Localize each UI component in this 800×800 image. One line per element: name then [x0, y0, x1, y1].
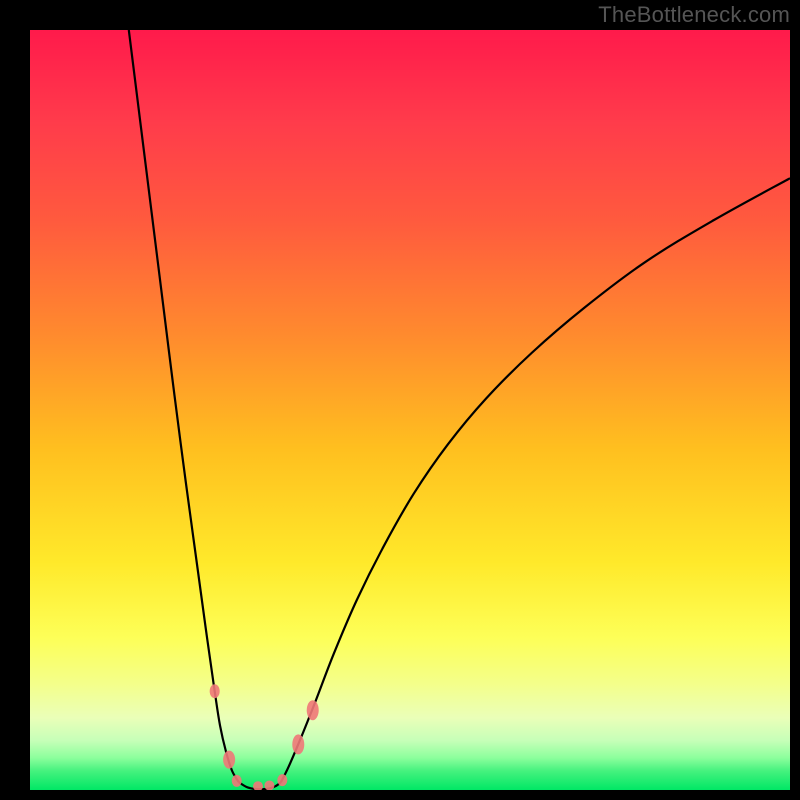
data-marker — [307, 700, 319, 720]
data-marker — [223, 751, 235, 769]
watermark-text: TheBottleneck.com — [598, 2, 790, 28]
data-marker — [292, 734, 304, 754]
plot-area — [30, 30, 790, 790]
curves-layer — [30, 30, 790, 790]
data-marker — [232, 775, 242, 787]
left-curve — [129, 30, 239, 782]
data-marker — [264, 780, 274, 790]
data-marker — [253, 781, 263, 790]
chart-frame: TheBottleneck.com — [0, 0, 800, 800]
data-markers — [210, 684, 319, 790]
data-marker — [210, 684, 220, 698]
data-marker — [277, 774, 287, 786]
right-curve — [281, 178, 790, 782]
